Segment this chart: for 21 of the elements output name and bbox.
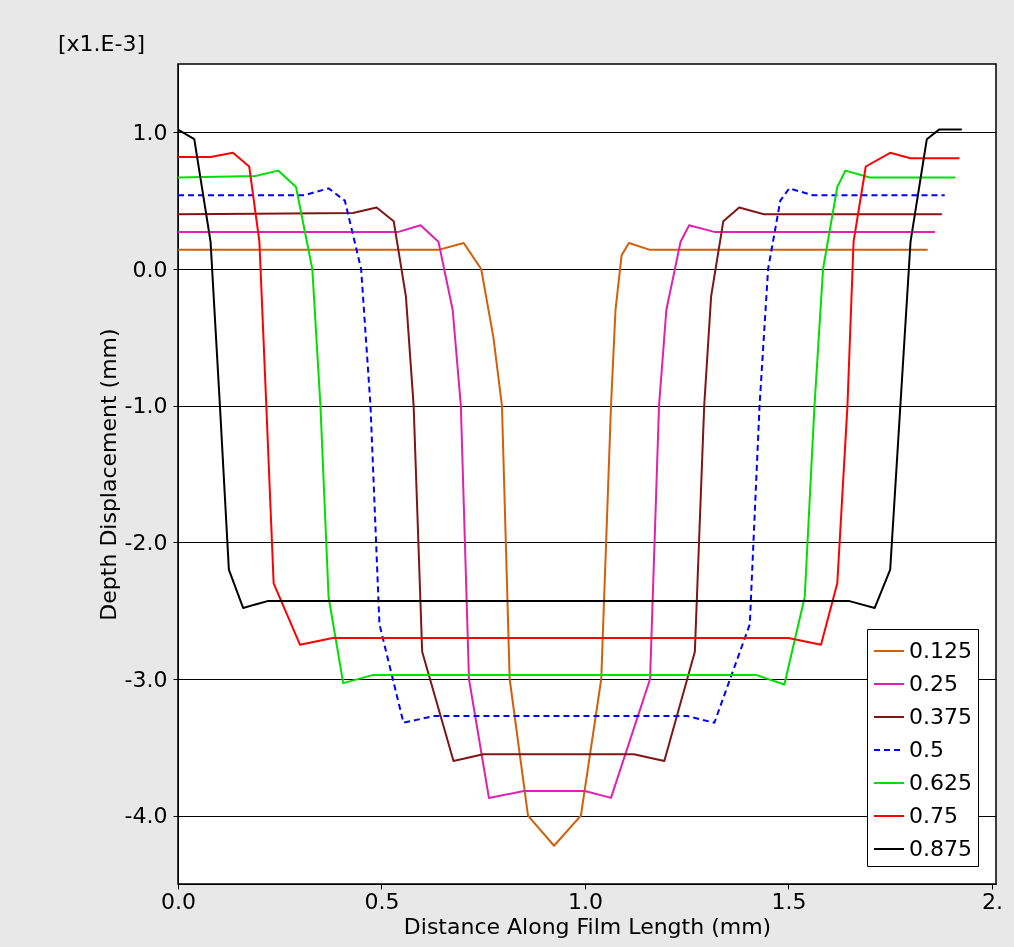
y-tick-label: 0.0	[132, 256, 168, 282]
legend-label: 0.375	[909, 704, 972, 729]
y-tick-label: 1.0	[132, 119, 168, 145]
x-tick-label: 0.5	[364, 888, 400, 914]
legend-label: 0.25	[909, 671, 958, 696]
legend-label: 0.875	[909, 836, 972, 861]
y-tick-label: -1.0	[124, 393, 168, 419]
x-tick-label: 1.5	[771, 888, 807, 914]
y-tick-label: -4.0	[124, 803, 168, 829]
legend-label: 0.125	[909, 638, 972, 663]
legend-label: 0.625	[909, 770, 972, 795]
x-tick-label: 0.0	[161, 888, 196, 914]
y-axis-title: Depth Displacement (mm)	[95, 328, 121, 621]
text: [x1.E-3]	[58, 31, 146, 56]
legend-label: 0.75	[909, 803, 958, 828]
y-tick-label: -3.0	[124, 666, 168, 692]
x-tick-label: 2.	[981, 888, 1003, 914]
x-tick-label: 1.0	[567, 888, 603, 914]
x-axis-title: Distance Along Film Length (mm)	[403, 913, 772, 939]
y-tick-label: -2.0	[124, 529, 168, 555]
legend-label: 0.5	[909, 737, 944, 762]
